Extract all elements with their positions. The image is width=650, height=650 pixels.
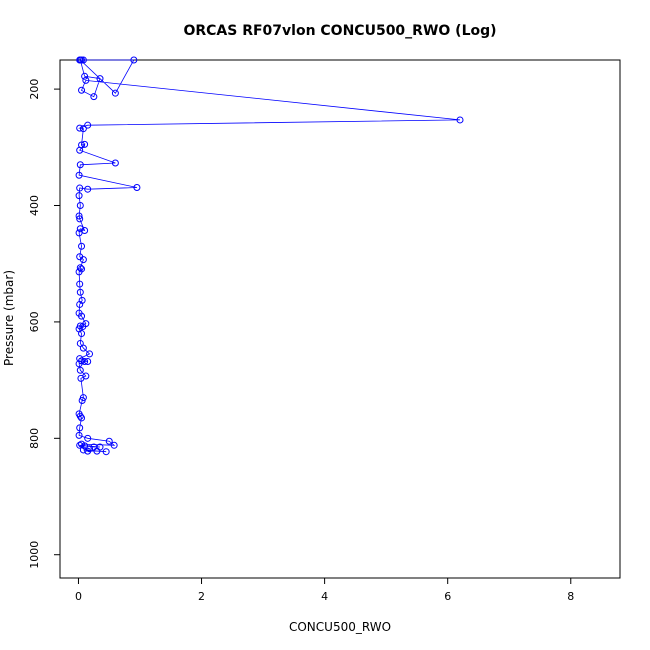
data-point [81, 140, 89, 148]
data-point [76, 225, 84, 233]
data-point [76, 56, 84, 64]
x-axis: 0 2 4 6 8 [75, 578, 574, 603]
data-point [78, 312, 86, 320]
data-point [86, 350, 94, 358]
chart-title: ORCAS RF07vlon CONCU500_RWO (Log) [183, 23, 496, 39]
data-point [78, 242, 86, 250]
y-axis: 200 400 600 800 1000 [28, 79, 60, 569]
x-tick-label: 4 [321, 590, 328, 603]
data-point [75, 192, 83, 200]
data-point [86, 445, 94, 453]
data-point [76, 441, 84, 449]
data-point [111, 89, 119, 97]
data-point [76, 300, 84, 308]
data-point [133, 183, 141, 191]
data-point [78, 330, 86, 338]
data-point [76, 424, 84, 432]
data-point [79, 125, 87, 133]
data-point [76, 264, 84, 272]
data-point [111, 159, 119, 167]
data-point [79, 256, 87, 264]
data-point [75, 268, 83, 276]
data-point [456, 116, 464, 124]
data-point [75, 229, 83, 237]
data-point [76, 215, 84, 223]
data-point [102, 448, 110, 456]
data-point [76, 366, 84, 374]
data-point [76, 412, 84, 420]
y-tick-label: 200 [28, 79, 41, 100]
data-point [93, 447, 101, 455]
data-point [78, 414, 86, 422]
data-point [76, 288, 84, 296]
data-point [79, 344, 87, 352]
data-point [76, 202, 84, 210]
data-point [75, 171, 83, 179]
y-tick-label: 600 [28, 311, 41, 332]
data-point [75, 431, 83, 439]
data-point [79, 323, 87, 331]
data-point [75, 212, 83, 220]
data-point [96, 75, 104, 83]
data-point [130, 56, 138, 64]
data-point [84, 434, 92, 442]
data-point [77, 374, 85, 382]
y-axis-label: Pressure (mbar) [2, 270, 16, 366]
data-point [84, 185, 92, 193]
data-point [76, 161, 84, 169]
data-point [78, 86, 86, 94]
y-tick-label: 400 [28, 195, 41, 216]
data-point [75, 360, 83, 368]
x-tick-label: 6 [444, 590, 451, 603]
data-point [76, 280, 84, 288]
x-axis-label: CONCU500_RWO [289, 620, 391, 634]
data-point [76, 184, 84, 192]
data-point [110, 441, 118, 449]
data-point [84, 121, 92, 129]
series-line [78, 58, 461, 453]
plot-area [75, 56, 464, 456]
data-point [76, 124, 84, 132]
data-point [78, 396, 86, 404]
data-point [90, 93, 98, 101]
y-tick-label: 800 [28, 428, 41, 449]
data-point [105, 437, 113, 445]
plot-frame [59, 59, 621, 579]
data-point [76, 146, 84, 154]
x-tick-label: 8 [567, 590, 574, 603]
data-point [79, 56, 87, 64]
x-tick-label: 0 [75, 590, 82, 603]
x-tick-label: 2 [198, 590, 205, 603]
y-tick-label: 1000 [28, 541, 41, 569]
data-point [81, 72, 89, 80]
data-point [82, 76, 90, 84]
